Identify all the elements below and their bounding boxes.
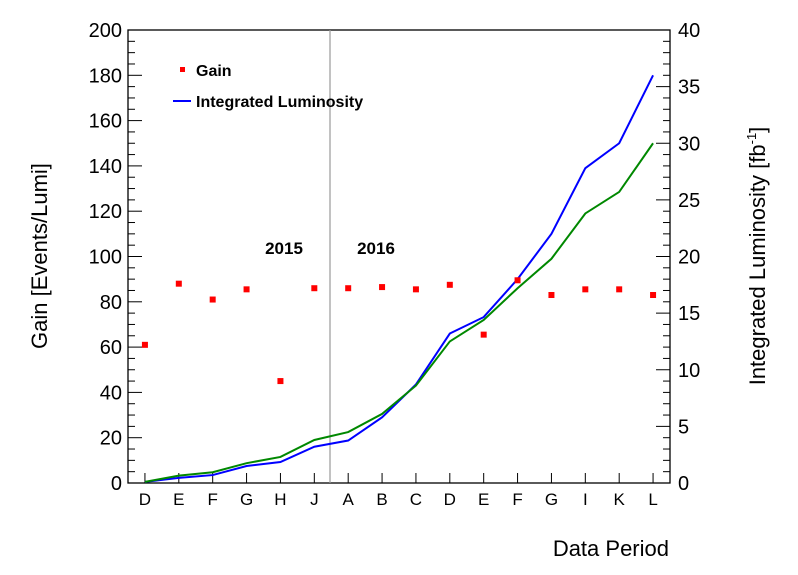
y-axis-left-title: Gain [Events/Lumi] (27, 163, 52, 349)
x-axis-title: Data Period (553, 536, 669, 561)
gain-point (412, 286, 419, 293)
gain-point (277, 378, 284, 385)
x-tick-label: J (310, 490, 319, 509)
x-tick-label: I (583, 490, 588, 509)
gain-point (311, 285, 318, 292)
left-axis: 0 20 40 60 80 100 120 140 160 180 200 (89, 20, 142, 495)
gain-point (243, 286, 250, 293)
y-axis-right-title-main: Integrated Luminosity [fb (745, 144, 770, 385)
y-left-tick-label: 20 (100, 428, 122, 450)
gain-point (379, 284, 386, 291)
y-left-tick-label: 80 (100, 292, 122, 314)
x-tick-label: A (343, 490, 355, 509)
gain-point (209, 296, 216, 303)
y-right-tick-label: 10 (678, 360, 700, 382)
x-tick-label: E (478, 490, 489, 509)
y-right-tick-label: 20 (678, 247, 700, 269)
legend-gain-label: Gain (196, 63, 232, 80)
y-right-tick-label: 40 (678, 20, 700, 42)
y-axis-right-title-sup: -1 (744, 133, 759, 145)
year-label-2016: 2016 (357, 239, 395, 258)
x-tick-label: B (376, 490, 387, 509)
gain-points (141, 277, 657, 385)
x-tick-label: K (614, 490, 626, 509)
x-tick-label: F (207, 490, 217, 509)
luminosity-line (144, 74, 654, 483)
x-tick-label: H (274, 490, 286, 509)
gain-point (650, 292, 657, 299)
gain-point (446, 281, 453, 288)
x-tick-label: D (444, 490, 456, 509)
y-axis-right-title: Integrated Luminosity [fb-1] (744, 127, 770, 386)
legend-gain-marker (180, 67, 185, 72)
x-tick-label: G (545, 490, 558, 509)
y-right-tick-label: 0 (678, 473, 689, 495)
gain-point (480, 331, 487, 338)
x-tick-label: C (410, 490, 422, 509)
year-label-2015: 2015 (265, 239, 303, 258)
gain-point (616, 286, 623, 293)
x-tick-label: G (240, 490, 253, 509)
x-tick-label: E (173, 490, 184, 509)
legend-lumi-label: Integrated Luminosity (196, 94, 363, 111)
right-axis: 0 5 10 15 20 25 30 35 40 (656, 20, 700, 495)
x-tick-label: L (648, 490, 657, 509)
series-lines (144, 74, 654, 483)
y-left-tick-label: 140 (89, 156, 122, 178)
y-left-tick-label: 180 (89, 65, 122, 87)
y-axis-right-title-end: ] (745, 127, 770, 133)
y-right-tick-label: 30 (678, 133, 700, 155)
gain-point (582, 286, 589, 293)
gain-point (345, 285, 352, 292)
y-left-tick-label: 0 (111, 473, 122, 495)
green-line (144, 142, 654, 483)
y-left-tick-label: 100 (89, 247, 122, 269)
legend: Gain Integrated Luminosity (173, 63, 363, 111)
y-left-tick-label: 60 (100, 337, 122, 359)
gain-point (175, 280, 182, 287)
y-left-tick-label: 40 (100, 382, 122, 404)
gain-point (514, 277, 521, 284)
y-right-tick-label: 5 (678, 416, 689, 438)
y-right-tick-label: 15 (678, 303, 700, 325)
gain-point (141, 341, 148, 348)
y-left-tick-label: 120 (89, 201, 122, 223)
y-right-tick-label: 35 (678, 77, 700, 99)
gain-point (548, 292, 555, 299)
y-right-tick-label: 25 (678, 190, 700, 212)
y-left-tick-label: 160 (89, 111, 122, 133)
y-left-tick-label: 200 (89, 20, 122, 42)
x-tick-label: D (139, 490, 151, 509)
x-tick-label: F (512, 490, 522, 509)
